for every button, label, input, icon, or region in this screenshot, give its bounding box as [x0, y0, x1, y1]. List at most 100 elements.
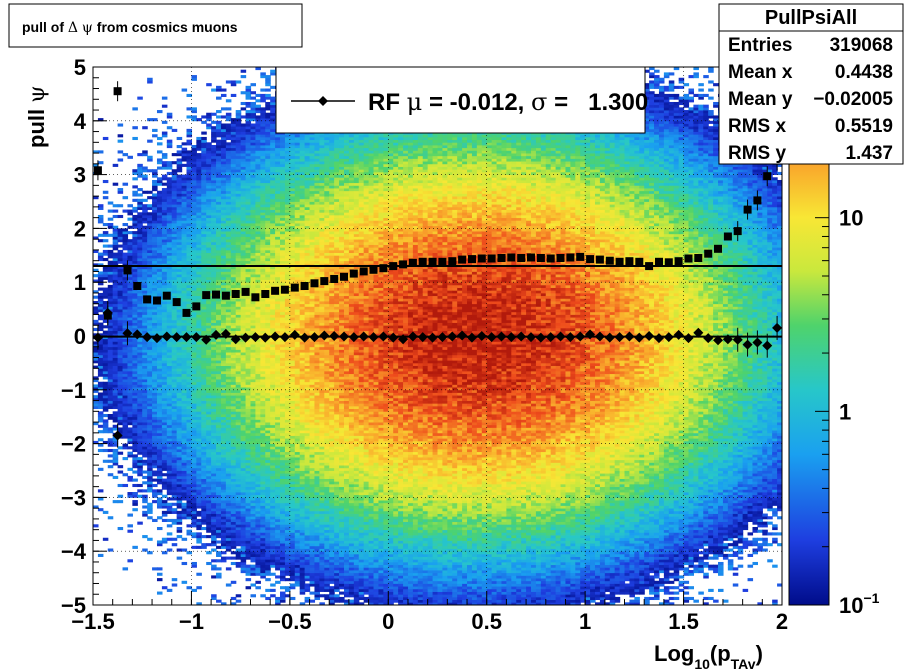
heatmap-cell [235, 325, 242, 329]
heatmap-cell [220, 494, 227, 498]
heatmap-cell [240, 451, 247, 455]
heatmap-cell [152, 241, 158, 245]
heatmap-cell [142, 459, 148, 463]
heatmap-cell [196, 284, 202, 288]
heatmap-cell [191, 325, 197, 329]
heatmap-cell [235, 145, 242, 149]
heatmap-cell [270, 518, 276, 523]
heatmap-cell [166, 448, 173, 453]
heatmap-cell [250, 201, 257, 205]
heatmap-cell [201, 392, 207, 396]
heatmap-cell [250, 559, 257, 563]
heatmap-cell [211, 212, 217, 216]
heatmap-cell [260, 346, 266, 350]
heatmap-cell [255, 414, 261, 418]
heatmap-cell [260, 376, 266, 380]
heatmap-cell [97, 252, 104, 256]
heatmap-cell [206, 465, 212, 469]
heatmap-cell [117, 411, 124, 415]
heatmap-cell [166, 182, 173, 186]
heatmap-cell [206, 112, 212, 116]
heatmap-cell [260, 548, 266, 552]
heatmap-cell [216, 271, 222, 275]
heatmap-cell [142, 284, 148, 288]
heatmap-cell [220, 559, 227, 563]
heatmap-cell [147, 338, 153, 342]
heatmap-cell [206, 266, 212, 270]
heatmap-cell [230, 352, 237, 356]
heatmap-cell [211, 414, 217, 418]
heatmap-cell [220, 142, 227, 146]
heatmap-cell [196, 322, 202, 326]
heatmap-cell [211, 249, 217, 254]
heatmap-cell [270, 373, 276, 377]
heatmap-cell [161, 134, 168, 138]
heatmap-cell [181, 282, 188, 286]
heatmap-cell [176, 201, 183, 205]
heatmap-cell [225, 405, 232, 410]
heatmap-cell [235, 486, 242, 490]
heatmap-cell [171, 249, 178, 254]
heatmap-cell [102, 268, 109, 272]
heatmap-cell [235, 188, 242, 192]
heatmap-cell [235, 161, 242, 165]
heatmap-cell [127, 416, 133, 420]
heatmap-cell [201, 179, 207, 184]
heatmap-cell [107, 201, 114, 205]
heatmap-cell [186, 327, 193, 332]
heatmap-cell [122, 292, 129, 297]
heatmap-cell [161, 220, 168, 224]
heatmap-cell [112, 182, 119, 186]
heatmap-cell [235, 451, 242, 455]
heatmap-cell [196, 139, 202, 143]
heatmap-cell [255, 193, 261, 197]
heatmap-cell [265, 457, 271, 461]
heatmap-cell [191, 147, 197, 151]
heatmap-cell [255, 241, 261, 245]
heatmap-cell [250, 475, 257, 479]
heatmap-cell [112, 448, 119, 453]
heatmap-cell [250, 236, 257, 240]
heatmap-cell [216, 247, 222, 251]
heatmap-cell [181, 365, 188, 369]
heatmap-cell [270, 389, 276, 393]
heatmap-cell [255, 572, 261, 576]
heatmap-cell [245, 147, 252, 151]
heatmap-cell [250, 543, 257, 547]
heatmap-cell [122, 274, 129, 278]
heatmap-cell [235, 212, 242, 216]
heatmap-cell [132, 344, 138, 348]
heatmap-cell [181, 537, 188, 541]
heatmap-cell [176, 257, 183, 262]
heatmap-cell [211, 236, 217, 240]
heatmap-cell [225, 422, 232, 426]
heatmap-cell [171, 381, 178, 385]
heatmap-cell [186, 381, 193, 385]
heatmap-cell [127, 467, 133, 471]
heatmap-cell [230, 153, 237, 157]
heatmap-cell [270, 352, 276, 356]
heatmap-cell [112, 389, 119, 393]
heatmap-cell [250, 521, 257, 525]
heatmap-cell [156, 572, 163, 576]
heatmap-cell [112, 306, 119, 310]
heatmap-cell [245, 158, 252, 162]
heatmap-cell [245, 115, 252, 119]
heatmap-cell [255, 115, 261, 119]
heatmap-cell [152, 373, 158, 377]
heatmap-cell [201, 236, 207, 240]
heatmap-cell [186, 344, 193, 348]
heatmap-cell [230, 228, 237, 232]
heatmap-cell [142, 271, 148, 275]
heatmap-cell [181, 432, 188, 436]
heatmap-cell [255, 217, 261, 221]
heatmap-cell [152, 500, 158, 504]
heatmap-cell [161, 414, 168, 418]
heatmap-cell [191, 260, 197, 264]
heatmap-cell [166, 188, 173, 192]
heatmap-cell [260, 99, 266, 103]
heatmap-cell [132, 241, 138, 245]
heatmap-cell [93, 524, 99, 528]
heatmap-cell [211, 400, 217, 404]
heatmap-cell [245, 535, 252, 539]
